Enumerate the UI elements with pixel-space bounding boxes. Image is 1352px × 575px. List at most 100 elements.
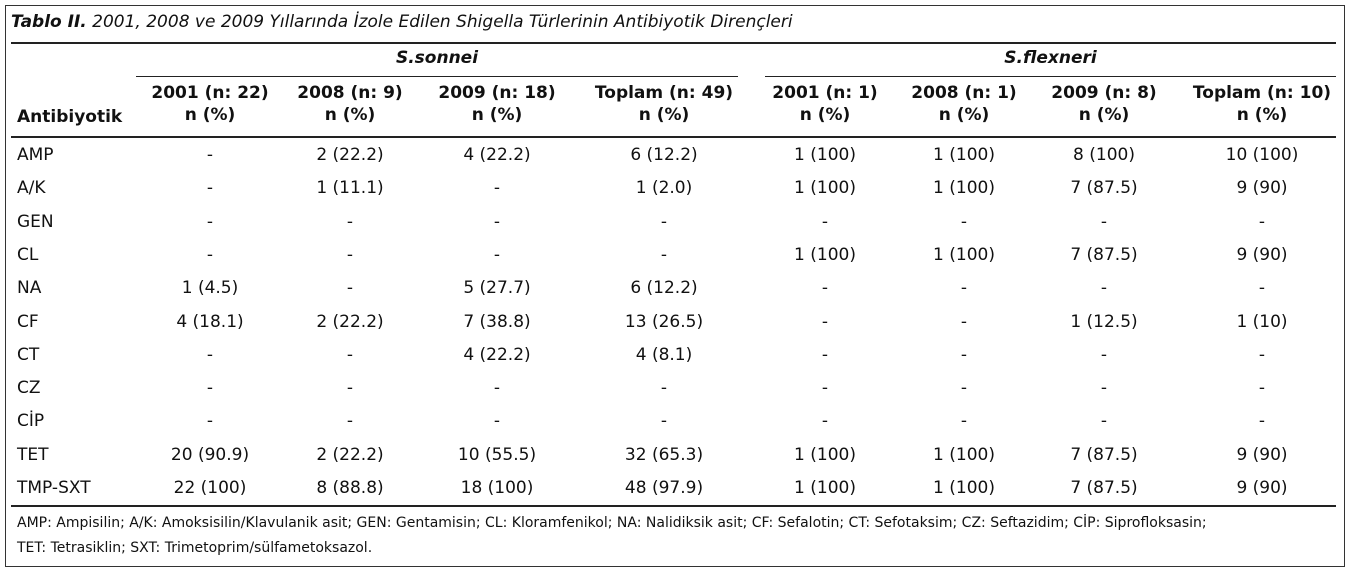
sonnei-group-rule xyxy=(136,76,738,77)
table-row: CİP - - - - - - - - xyxy=(0,405,1352,438)
table-cell: 9 (90) xyxy=(1236,178,1288,199)
table-row: TMP-SXT 22 (100) 8 (88.8) 18 (100) 48 (97.9)… xyxy=(0,472,1352,505)
table-frame xyxy=(5,5,1345,567)
antibiotic-name: CZ xyxy=(17,378,41,399)
column-header-year: 2001 (n: 1) xyxy=(772,83,878,103)
table-cell: 4 (22.2) xyxy=(463,344,531,365)
table-cell: - xyxy=(960,411,968,432)
table-cell: 1 (100) xyxy=(794,244,856,265)
table-cell: 1 (100) xyxy=(933,145,995,165)
column-header-year: Toplam (n: 49) xyxy=(594,83,734,103)
table-cell: 5 (27.7) xyxy=(463,278,531,299)
table-cell: - xyxy=(346,378,354,399)
column-header-unit: n (%) xyxy=(1078,105,1130,125)
table-cell: - xyxy=(493,378,501,399)
table-cell: - xyxy=(660,211,668,232)
table-cell: 18 (100) xyxy=(460,478,534,498)
table-footnote: AMP: Ampisilin; A/K: Amoksisilin/Klavula… xyxy=(17,511,1337,561)
table-cell: 8 (88.8) xyxy=(316,478,384,498)
table-cell: 8 (100) xyxy=(1073,145,1135,165)
table-cell: 4 (22.2) xyxy=(463,145,531,165)
table-cell: - xyxy=(821,344,829,365)
column-header-unit: n (%) xyxy=(1236,105,1288,125)
flexneri-group-rule xyxy=(765,76,1336,77)
table-cell: - xyxy=(660,378,668,399)
antibiotic-name: CT xyxy=(17,344,40,365)
antibiotic-name: NA xyxy=(17,278,42,299)
table-cell: 7 (87.5) xyxy=(1070,244,1138,265)
table-cell: - xyxy=(821,211,829,232)
table-cell: 2 (22.2) xyxy=(316,145,384,165)
table-cell: 22 (100) xyxy=(173,478,247,498)
table-cell: 1 (100) xyxy=(794,478,856,498)
antibiotic-name: TET xyxy=(17,444,49,465)
table-cell: 10 (100) xyxy=(1225,145,1299,165)
footnote-line-2: TET: Tetrasiklin; SXT: Trimetoprim/sülfa… xyxy=(17,540,373,556)
table-cell: 1 (100) xyxy=(933,444,995,465)
caption-label: Tablo II. xyxy=(11,12,87,32)
antibiotic-name: A/K xyxy=(17,178,46,199)
table-cell: 13 (26.5) xyxy=(624,311,704,332)
column-header: 2008 (n: 9) n (%) xyxy=(275,82,425,126)
table-cell: - xyxy=(493,178,501,199)
table-cell: - xyxy=(346,278,354,299)
table-cell: 9 (90) xyxy=(1236,244,1288,265)
table-cell: - xyxy=(206,178,214,199)
table-cell: 1 (11.1) xyxy=(316,178,384,199)
table-cell: 1 (12.5) xyxy=(1070,311,1138,332)
table-cell: 1 (100) xyxy=(933,244,995,265)
table-cell: 1 (4.5) xyxy=(181,278,239,299)
table-cell: - xyxy=(206,244,214,265)
table-row: TET 20 (90.9) 2 (22.2) 10 (55.5) 32 (65.3) 1 … xyxy=(0,439,1352,472)
table-cell: 1 (100) xyxy=(933,178,995,199)
table-cell: - xyxy=(821,411,829,432)
column-header: 2001 (n: 1) n (%) xyxy=(750,82,900,126)
table-cell: - xyxy=(960,344,968,365)
table-cell: 1 (10) xyxy=(1236,311,1288,332)
table-cell: - xyxy=(346,211,354,232)
antibiotic-name: GEN xyxy=(17,211,54,232)
table-cell: 1 (100) xyxy=(933,478,995,498)
table-cell: - xyxy=(960,311,968,332)
table-cell: - xyxy=(1258,344,1266,365)
table-row: CL - - - - 1 (100) 1 (100) 7 (87.5) 9 (90) xyxy=(0,239,1352,272)
table-cell: - xyxy=(206,145,214,165)
table-cell: - xyxy=(960,378,968,399)
column-header: 2001 (n: 22) n (%) xyxy=(135,82,285,126)
table-cell: - xyxy=(493,244,501,265)
column-header-unit: n (%) xyxy=(471,105,523,125)
table-cell: - xyxy=(660,411,668,432)
group-title-flexneri: S.flexneri xyxy=(1004,48,1097,68)
antibiotic-name: CF xyxy=(17,311,39,332)
antibiotic-name: CİP xyxy=(17,411,45,432)
table-cell: - xyxy=(346,344,354,365)
column-header-year: 2009 (n: 8) xyxy=(1051,83,1157,103)
table-row: NA 1 (4.5) - 5 (27.7) 6 (12.2) - - - - xyxy=(0,272,1352,305)
column-header-unit: n (%) xyxy=(799,105,851,125)
footer-rule xyxy=(11,505,1336,507)
column-header-year: 2008 (n: 9) xyxy=(297,83,403,103)
table-cell: - xyxy=(493,211,501,232)
antibiotic-name: CL xyxy=(17,244,39,265)
column-header: 2009 (n: 18) n (%) xyxy=(422,82,572,126)
table-cell: - xyxy=(1100,378,1108,399)
table-cell: - xyxy=(960,211,968,232)
column-header-year: Toplam (n: 10) xyxy=(1192,83,1332,103)
table-cell: - xyxy=(346,244,354,265)
table-cell: 7 (87.5) xyxy=(1070,444,1138,465)
table-cell: - xyxy=(660,244,668,265)
table-cell: 9 (90) xyxy=(1236,478,1288,498)
column-header-year: 2008 (n: 1) xyxy=(911,83,1017,103)
row-header-label: Antibiyotik xyxy=(17,107,123,127)
table-cell: 7 (38.8) xyxy=(463,311,531,332)
table-cell: - xyxy=(821,311,829,332)
table-cell: 1 (100) xyxy=(794,444,856,465)
table-cell: - xyxy=(1258,411,1266,432)
top-rule xyxy=(11,42,1336,44)
column-header-year: 2009 (n: 18) xyxy=(438,83,556,103)
table-cell: 32 (65.3) xyxy=(624,444,704,465)
table-cell: - xyxy=(206,344,214,365)
antibiotic-name: AMP xyxy=(17,145,54,165)
column-header: 2008 (n: 1) n (%) xyxy=(889,82,1039,126)
table-cell: - xyxy=(960,278,968,299)
